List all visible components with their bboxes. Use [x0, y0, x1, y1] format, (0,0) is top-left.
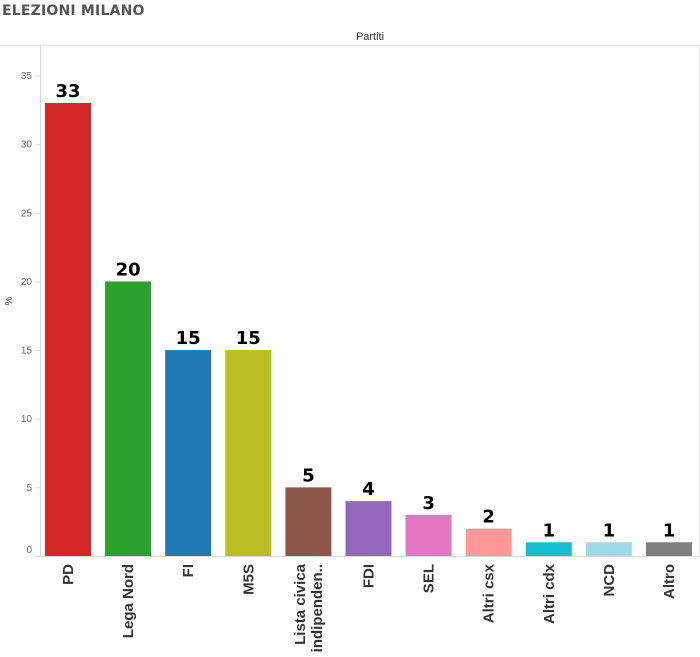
- data-label: 20: [116, 259, 141, 280]
- data-label: 2: [482, 507, 495, 528]
- x-tick-label-lega-nord: Lega Nord: [120, 564, 137, 638]
- bar-sel: [405, 514, 452, 556]
- bar-lega-nord: [105, 281, 152, 556]
- x-tick-label-altri-csx: Altri csx: [481, 563, 498, 623]
- x-tick-label-altri-cdx: Altri cdx: [541, 563, 558, 624]
- x-tick-label-line: SEL: [421, 564, 438, 593]
- x-tick-label-line: Altri cdx: [541, 563, 558, 624]
- data-label: 15: [176, 328, 201, 349]
- y-tick-label: 10: [21, 414, 33, 425]
- bar-m5s: [225, 350, 272, 556]
- y-tick-label: 15: [21, 346, 33, 357]
- x-tick-label-pd: PD: [60, 564, 77, 585]
- x-tick-label-sel: SEL: [421, 564, 438, 593]
- data-label: 1: [543, 520, 556, 541]
- bar-fdi: [345, 501, 392, 556]
- data-label: 3: [422, 493, 435, 514]
- bar-pd: [45, 102, 91, 556]
- x-tick-label-line: indipenden..: [309, 564, 326, 652]
- bar-altri-csx: [465, 528, 512, 556]
- x-tick-label-altro: Altro: [661, 564, 678, 599]
- x-tick-label-line: NCD: [601, 564, 618, 597]
- x-tick-label-m5s: M5S: [240, 564, 257, 595]
- x-tick-label-ncd: NCD: [601, 564, 618, 597]
- y-tick-label: 35: [21, 71, 33, 82]
- bar-altri-cdx: [525, 542, 572, 556]
- x-tick-label-line: Lega Nord: [120, 564, 137, 638]
- data-label: 4: [362, 479, 375, 500]
- y-tick-label: 20: [21, 277, 33, 288]
- x-tick-label-line: FDI: [361, 564, 378, 588]
- data-label: 5: [302, 465, 315, 486]
- y-tick-label: 25: [21, 208, 33, 219]
- data-label: 15: [236, 328, 261, 349]
- y-tick-label: 30: [21, 140, 33, 151]
- data-label: 1: [663, 520, 676, 541]
- page-title: ELEZIONI MILANO: [2, 3, 145, 19]
- bar-altro: [646, 542, 692, 556]
- bar-fi: [165, 350, 212, 556]
- x-tick-label-line: Altro: [661, 564, 678, 599]
- x-tick-label-line: Lista civica: [292, 563, 309, 645]
- y-axis-title: %: [4, 296, 15, 305]
- x-tick-label-lista-civica-indipenden: Lista civica indipenden..: [292, 563, 326, 652]
- column-header: Partiti: [355, 31, 385, 43]
- x-tick-label-line: Altri csx: [481, 563, 498, 623]
- x-tick-label-line: FI: [180, 564, 197, 577]
- x-tick-label-fdi: FDI: [361, 564, 378, 588]
- x-tick-label-fi: FI: [180, 564, 197, 577]
- data-label: 1: [603, 520, 616, 541]
- y-tick-label: 5: [26, 483, 32, 494]
- y-tick-label: 0: [26, 545, 32, 556]
- data-label: 33: [55, 81, 80, 102]
- bar-lista-civica-indipenden: [285, 487, 332, 556]
- x-tick-label-line: PD: [60, 564, 77, 585]
- x-tick-label-line: M5S: [240, 564, 257, 595]
- bar-ncd: [585, 542, 632, 556]
